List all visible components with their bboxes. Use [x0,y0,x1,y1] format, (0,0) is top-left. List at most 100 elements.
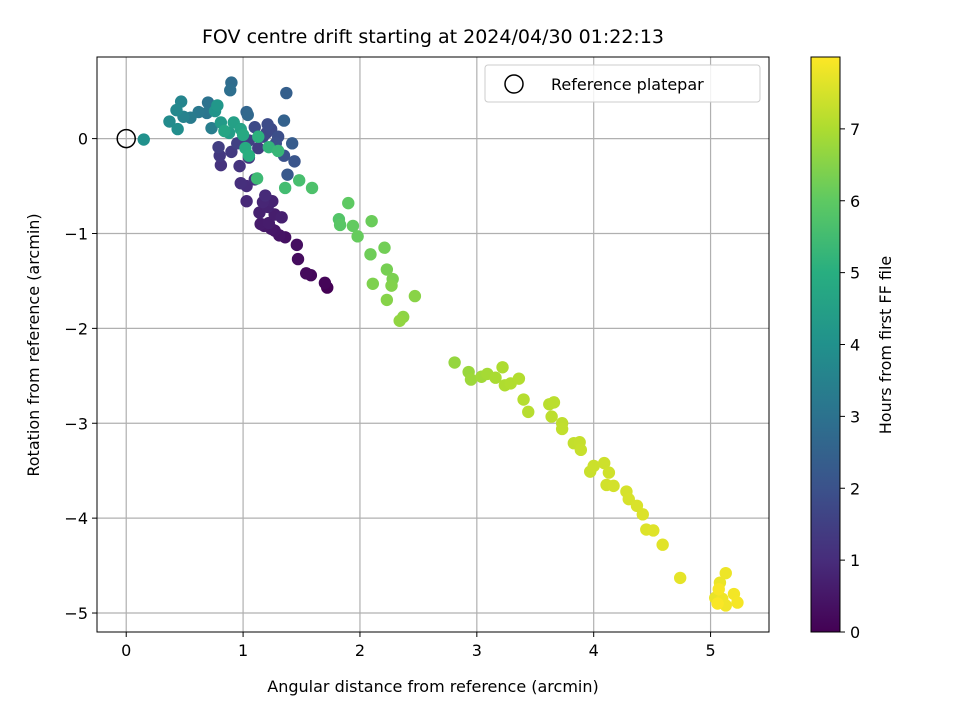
y-tick-label: −1 [64,224,88,243]
data-point [393,314,406,327]
data-point [464,373,478,386]
data-point [252,141,265,155]
data-point [241,108,254,122]
y-tick-label: 0 [78,130,88,149]
data-point [261,118,274,131]
data-point [346,219,360,233]
data-point [545,410,558,423]
y-tick-label: −4 [64,509,88,528]
data-point [731,596,744,609]
data-point [281,168,294,181]
data-point [285,137,299,150]
y-tick-label: −5 [64,604,88,623]
data-point [288,155,301,168]
data-point [236,128,250,142]
data-point [408,289,422,303]
colorbar-tick-label: 3 [850,407,860,426]
y-tick-label: −3 [64,414,88,433]
data-point [280,86,293,100]
data-point [598,456,611,470]
x-tick-label: 3 [472,641,482,660]
colorbar-tick-label: 7 [850,120,860,139]
colorbar-tick-label: 4 [850,336,860,355]
colorbar [810,56,841,633]
data-point [250,172,264,185]
y-axis-ticks: 0 −1 −2 −3 −4 −5 [64,130,97,623]
data-point [278,181,292,195]
data-point [248,121,261,134]
legend-marker-icon [504,74,524,94]
data-point [522,405,535,419]
data-point [275,211,288,224]
legend-box [484,64,761,103]
data-point [636,508,649,521]
data-point [242,149,256,162]
chart-title: FOV centre drift starting at 2024/04/30 … [202,26,664,48]
data-point [366,277,380,290]
data-point [602,466,616,479]
data-point [277,114,291,127]
data-point [212,140,225,154]
data-point [163,115,176,128]
data-point [252,130,265,143]
data-point [137,133,150,146]
x-tick-label: 5 [705,641,715,660]
data-point [380,293,394,307]
data-point [305,181,319,195]
data-point [351,230,364,243]
colorbar-tick-label: 2 [850,479,860,498]
colorbar-label: Hours from first FF file [876,256,895,435]
colorbar-ticks: 0 1 2 3 4 5 6 7 [840,120,860,642]
x-tick-label: 1 [238,641,248,660]
colorbar-tick-label: 1 [850,551,860,570]
data-point [291,252,305,266]
data-point [517,393,530,406]
data-point [262,140,275,154]
data-point [512,372,526,385]
colorbar-tick-label: 5 [850,264,860,283]
data-point [170,103,183,117]
data-point [364,248,377,261]
data-point [240,195,253,208]
legend-entry: Reference platepar [551,75,704,94]
data-point [234,176,247,190]
colorbar-tick-label: 0 [850,623,860,642]
data-point [587,459,600,473]
data-point [224,84,237,97]
data-point [496,361,509,374]
data-point [555,422,569,436]
data-point [318,276,332,290]
x-axis-label: Angular distance from reference (arcmin) [267,677,598,696]
data-point [448,356,461,369]
data-point [290,238,304,252]
data-point [711,597,724,610]
data-point [673,571,687,585]
x-tick-label: 2 [355,641,365,660]
data-point [292,174,306,187]
scatter-points [137,76,744,612]
data-point [259,189,272,202]
x-tick-label: 4 [589,641,599,660]
data-point [365,214,378,228]
data-point [333,218,347,232]
data-point [647,524,660,537]
x-tick-label: 0 [121,641,131,660]
data-point [171,122,184,136]
grid [97,57,769,632]
data-point [211,99,224,112]
data-point [656,538,669,551]
x-axis-ticks: 0 1 2 3 4 5 [121,632,716,660]
data-point [214,158,228,172]
data-point [299,267,313,280]
data-point [385,279,398,292]
y-axis-label: Rotation from reference (arcmin) [24,213,43,476]
data-point [201,96,215,109]
y-tick-label: −2 [64,319,88,338]
legend: Reference platepar [484,64,761,103]
data-point [218,124,231,138]
data-point [271,144,285,158]
data-point [547,396,561,409]
colorbar-tick-label: 6 [850,192,860,211]
